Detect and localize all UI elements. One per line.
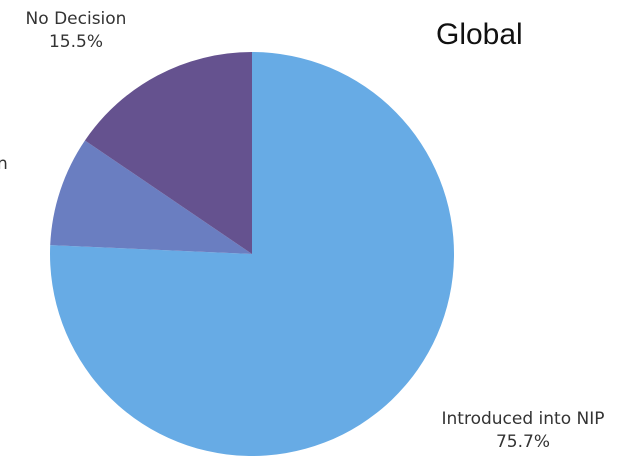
pie-slice-no-decision: [84, 52, 253, 254]
slice-label-no-decision: No Decision 15.5%: [2, 8, 150, 54]
slice-label-no-decision-name: No Decision: [25, 9, 127, 29]
chart-title: Global: [436, 18, 523, 51]
slice-label-introduced-value: 75.7%: [495, 432, 550, 452]
pie-slice-introduced-into-nip: [50, 51, 455, 456]
slice-label-introduced: Introduced into NIP 75.7%: [418, 408, 628, 454]
slice-label-no-decision-value: 15.5%: [48, 32, 103, 52]
slice-label-introduced-name: Introduced into NIP: [441, 409, 605, 429]
pie-slice-unlabeled: [50, 140, 253, 254]
slice-label-partial: n: [0, 154, 8, 174]
